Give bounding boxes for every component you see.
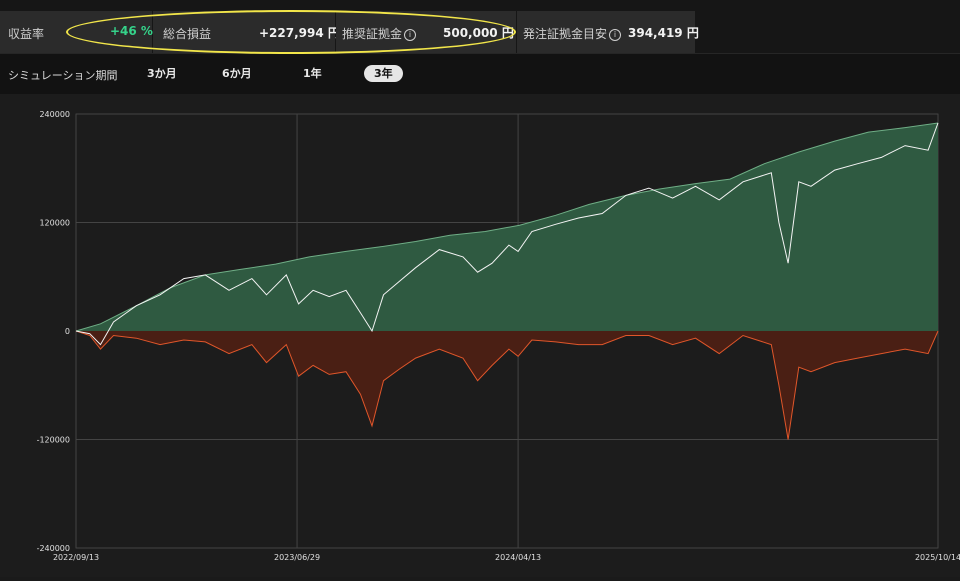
stat-order-margin: 発注証拠金目安 i 394,419 円	[517, 11, 699, 53]
period-label: シミュレーション期間	[8, 69, 118, 82]
drawdown-line	[75, 330, 939, 440]
y-tick-label: -240000	[37, 544, 70, 553]
info-icon[interactable]: i	[404, 29, 417, 41]
peak-line	[75, 122, 939, 332]
y-tick-label: 0	[65, 327, 70, 336]
stat-value: 394,419 円	[628, 26, 699, 40]
period-option-6m[interactable]: 6か月	[222, 67, 252, 80]
x-tick-label: 2024/04/13	[495, 553, 541, 562]
period-selector: シミュレーション期間 3か月 6か月 1年 3年	[0, 54, 960, 94]
pl-line	[75, 122, 939, 346]
stat-total-pl: 総合損益 +227,994 円	[153, 11, 340, 53]
y-tick-label: -120000	[37, 436, 70, 445]
stat-label: 推奨証拠金 i	[342, 25, 417, 42]
pl-chart: 240000 120000 0 -120000 -240000 2022/09/13 202…	[0, 94, 960, 577]
stat-value: 500,000 円	[443, 26, 514, 40]
stats-bar: 収益率 +46 % 総合損益 +227,994 円 推奨証拠金 i 500,000…	[0, 0, 960, 54]
stat-value: +227,994 円	[259, 26, 340, 40]
x-tick-label: 2022/09/13	[53, 553, 99, 562]
peak-area	[76, 123, 938, 331]
stat-value: +46 %	[110, 24, 153, 38]
period-option-3y[interactable]: 3年	[364, 65, 403, 82]
period-option-3m[interactable]: 3か月	[147, 67, 177, 80]
stat-return-rate: 収益率 +46 %	[0, 11, 153, 53]
y-tick-label: 240000	[39, 110, 70, 119]
drawdown-area	[76, 331, 938, 440]
info-icon[interactable]: i	[609, 29, 622, 41]
stat-label: 総合損益	[163, 27, 212, 41]
stat-label-text: 推奨証拠金	[342, 27, 403, 41]
y-tick-label: 120000	[39, 219, 70, 228]
x-tick-label: 2025/10/14	[915, 553, 960, 562]
stat-recommended-margin: 推奨証拠金 i 500,000 円	[336, 11, 516, 53]
period-option-1y[interactable]: 1年	[303, 67, 322, 80]
stat-label: 発注証拠金目安 i	[523, 25, 622, 42]
stat-label-text: 発注証拠金目安	[523, 27, 608, 41]
x-tick-label: 2023/06/29	[274, 553, 320, 562]
stat-label: 収益率	[8, 27, 45, 41]
